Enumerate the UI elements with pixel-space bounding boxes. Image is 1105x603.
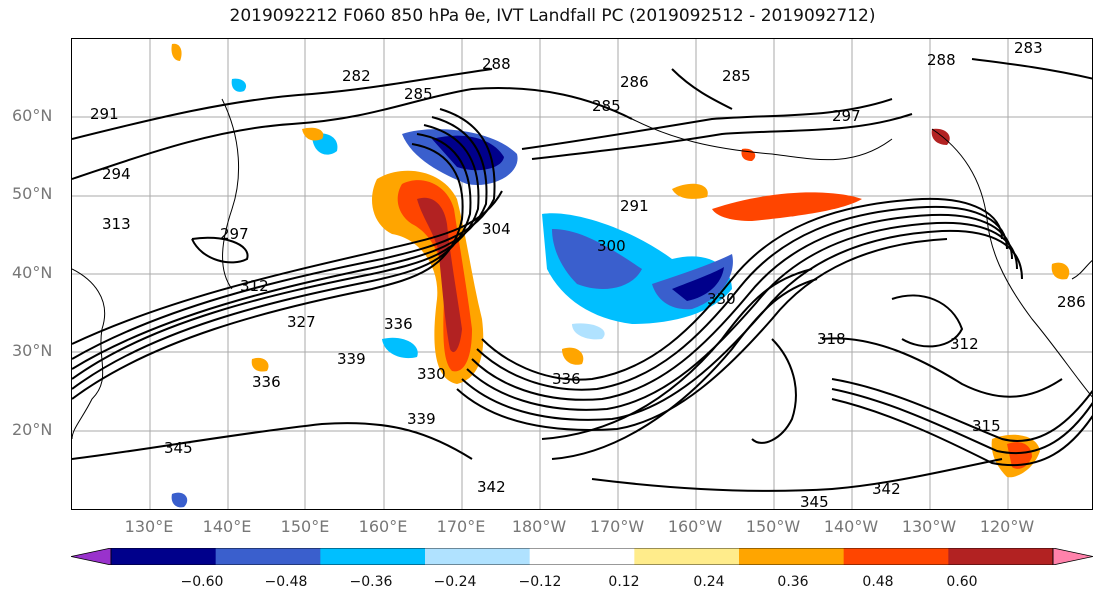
colorbar-segment	[529, 548, 635, 565]
lon-label: 170°E	[436, 517, 486, 536]
colorbar-tick-label: −0.24	[433, 574, 477, 590]
lat-label: 20°N	[12, 420, 53, 439]
map-title: 2019092212 F060 850 hPa θe, IVT Landfall…	[229, 6, 876, 26]
contour-label: 336	[252, 373, 281, 391]
contour-label: 312	[240, 277, 269, 295]
colorbar-tick-label: 0.60	[946, 574, 978, 590]
contour-label: 345	[800, 493, 829, 510]
colorbar-segment	[425, 548, 531, 565]
contour-label: 285	[404, 85, 433, 103]
contour-label: 327	[287, 313, 316, 331]
colorbar-segments	[71, 548, 1093, 565]
contour-label: 312	[950, 335, 979, 353]
coastlines	[72, 98, 1092, 440]
contour-label: 304	[482, 220, 511, 238]
contour-label: 345	[164, 439, 193, 457]
lat-label: 30°N	[12, 341, 53, 360]
colorbar-tick-label: −0.12	[518, 574, 562, 590]
contour-label: 339	[337, 350, 366, 368]
colorbar-segment	[739, 548, 845, 565]
colorbar-segment	[634, 548, 740, 565]
lon-label: 130°W	[901, 517, 957, 536]
lon-label: 180°W	[511, 517, 567, 536]
lon-label: 150°W	[745, 517, 801, 536]
lon-label: 140°E	[202, 517, 252, 536]
lon-label: 130°E	[124, 517, 174, 536]
colorbar-extend-low	[71, 548, 112, 565]
contour-label: 286	[1057, 293, 1086, 311]
contour-label: 330	[417, 365, 446, 383]
colorbar-segment	[320, 548, 426, 565]
map-panel: 282 285 288 285 286 285 288 283 291 294 …	[71, 38, 1093, 510]
contour-label-group: 282 285 288 285 286 285 288 283 291 294 …	[90, 39, 1086, 510]
lon-label: 140°W	[823, 517, 879, 536]
colorbar-segment	[948, 548, 1054, 565]
lon-label: 170°W	[589, 517, 645, 536]
contour-label: 342	[872, 480, 901, 498]
map-canvas: 282 285 288 285 286 285 288 283 291 294 …	[72, 39, 1092, 510]
contour-label: 313	[102, 215, 131, 233]
contour-label: 297	[832, 107, 861, 125]
contour-label: 286	[620, 73, 649, 91]
colorbar	[71, 548, 1093, 565]
lon-label: 120°W	[979, 517, 1035, 536]
contour-label: 288	[482, 55, 511, 73]
colorbar-tick-label: −0.48	[264, 574, 308, 590]
contour-label: 297	[220, 225, 249, 243]
contour-label: 330	[707, 290, 736, 308]
colorbar-segment	[111, 548, 217, 565]
contour-label: 291	[90, 105, 119, 123]
lon-label: 150°E	[280, 517, 330, 536]
contour-label: 318	[817, 330, 846, 348]
contour-label: 336	[384, 315, 413, 333]
contour-label: 291	[620, 197, 649, 215]
colorbar-tick-label: 0.24	[693, 574, 725, 590]
contour-label: 336	[552, 370, 581, 388]
colorbar-segment	[215, 548, 321, 565]
lat-label: 40°N	[12, 263, 53, 282]
lon-label: 160°E	[358, 517, 408, 536]
colorbar-outline	[110, 548, 1054, 565]
colorbar-tick-label: 0.36	[777, 574, 809, 590]
contour-label: 285	[592, 97, 621, 115]
contour-label: 283	[1014, 39, 1043, 57]
contour-label: 294	[102, 165, 131, 183]
contour-label: 315	[972, 417, 1001, 435]
lat-label: 60°N	[12, 106, 53, 125]
lat-label: 50°N	[12, 184, 53, 203]
colorbar-extend-high	[1052, 548, 1093, 565]
colorbar-tick-label: −0.60	[180, 574, 224, 590]
shading-positive	[171, 43, 1070, 478]
contour-label: 300	[597, 237, 626, 255]
colorbar-tick-label: 0.48	[862, 574, 894, 590]
contour-label: 339	[407, 410, 436, 428]
contour-label: 285	[722, 67, 751, 85]
theta-e-contours	[72, 58, 1092, 492]
lon-label: 160°W	[667, 517, 723, 536]
contour-label: 282	[342, 67, 371, 85]
shading-negative	[171, 78, 733, 508]
colorbar-segment	[843, 548, 949, 565]
contour-label: 288	[927, 51, 956, 69]
contour-label: 342	[477, 478, 506, 496]
colorbar-tick-label: −0.36	[349, 574, 393, 590]
colorbar-tick-label: 0.12	[608, 574, 640, 590]
